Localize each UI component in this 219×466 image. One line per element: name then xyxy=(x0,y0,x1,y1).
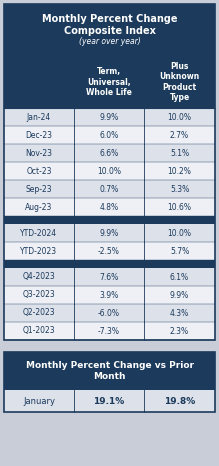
Bar xyxy=(4,352,215,412)
Bar xyxy=(4,352,215,390)
Text: Composite Index: Composite Index xyxy=(64,26,155,36)
Text: 9.9%: 9.9% xyxy=(99,228,119,238)
Text: 4.3%: 4.3% xyxy=(170,308,189,317)
Text: YTD-2024: YTD-2024 xyxy=(20,228,58,238)
Bar xyxy=(4,144,215,162)
Text: Monthly Percent Change: Monthly Percent Change xyxy=(42,14,177,24)
Text: January: January xyxy=(23,397,55,405)
Text: 19.1%: 19.1% xyxy=(93,397,125,405)
Text: 5.3%: 5.3% xyxy=(170,185,189,193)
Text: -6.0%: -6.0% xyxy=(98,308,120,317)
Bar xyxy=(4,108,215,126)
Text: Sep-23: Sep-23 xyxy=(26,185,52,193)
Bar xyxy=(4,126,215,144)
Text: 10.0%: 10.0% xyxy=(168,112,191,122)
Bar xyxy=(4,322,215,340)
Text: 10.0%: 10.0% xyxy=(168,228,191,238)
Text: -2.5%: -2.5% xyxy=(98,247,120,255)
Bar xyxy=(4,56,215,108)
Bar xyxy=(4,198,215,216)
Text: Q3-2023: Q3-2023 xyxy=(23,290,55,300)
Text: 10.0%: 10.0% xyxy=(97,166,121,176)
Text: (year over year): (year over year) xyxy=(79,37,140,47)
Text: 10.6%: 10.6% xyxy=(168,203,191,212)
Text: -7.3%: -7.3% xyxy=(98,327,120,336)
Text: 9.9%: 9.9% xyxy=(170,290,189,300)
Text: 7.6%: 7.6% xyxy=(99,273,119,281)
Text: 5.1%: 5.1% xyxy=(170,149,189,158)
Text: 6.1%: 6.1% xyxy=(170,273,189,281)
Text: 4.8%: 4.8% xyxy=(99,203,118,212)
Text: Monthly Percent Change vs Prior
Month: Monthly Percent Change vs Prior Month xyxy=(25,361,194,381)
Text: Jan-24: Jan-24 xyxy=(27,112,51,122)
Bar xyxy=(4,162,215,180)
Bar xyxy=(4,390,215,412)
Text: 3.9%: 3.9% xyxy=(99,290,119,300)
Text: 10.2%: 10.2% xyxy=(168,166,191,176)
Text: Aug-23: Aug-23 xyxy=(25,203,53,212)
Text: 6.6%: 6.6% xyxy=(99,149,119,158)
Bar xyxy=(4,224,215,242)
Bar xyxy=(4,180,215,198)
Text: Q1-2023: Q1-2023 xyxy=(23,327,55,336)
Bar xyxy=(4,260,215,268)
Bar xyxy=(4,4,215,340)
Bar xyxy=(4,286,215,304)
Text: 2.3%: 2.3% xyxy=(170,327,189,336)
Text: Q2-2023: Q2-2023 xyxy=(23,308,55,317)
Text: 0.7%: 0.7% xyxy=(99,185,119,193)
Text: Q4-2023: Q4-2023 xyxy=(23,273,55,281)
Bar xyxy=(4,242,215,260)
Text: 5.7%: 5.7% xyxy=(170,247,189,255)
Text: Dec-23: Dec-23 xyxy=(25,130,53,139)
Text: Oct-23: Oct-23 xyxy=(26,166,52,176)
Bar xyxy=(4,304,215,322)
Text: Term,
Universal,
Whole Life: Term, Universal, Whole Life xyxy=(86,67,132,97)
Bar xyxy=(4,268,215,286)
Bar xyxy=(4,4,215,56)
Text: 6.0%: 6.0% xyxy=(99,130,119,139)
Text: YTD-2023: YTD-2023 xyxy=(20,247,58,255)
Text: 19.8%: 19.8% xyxy=(164,397,195,405)
Bar xyxy=(4,216,215,224)
Text: Plus
Unknown
Product
Type: Plus Unknown Product Type xyxy=(159,62,200,102)
Text: 9.9%: 9.9% xyxy=(99,112,119,122)
Text: Nov-23: Nov-23 xyxy=(25,149,53,158)
Text: 2.7%: 2.7% xyxy=(170,130,189,139)
